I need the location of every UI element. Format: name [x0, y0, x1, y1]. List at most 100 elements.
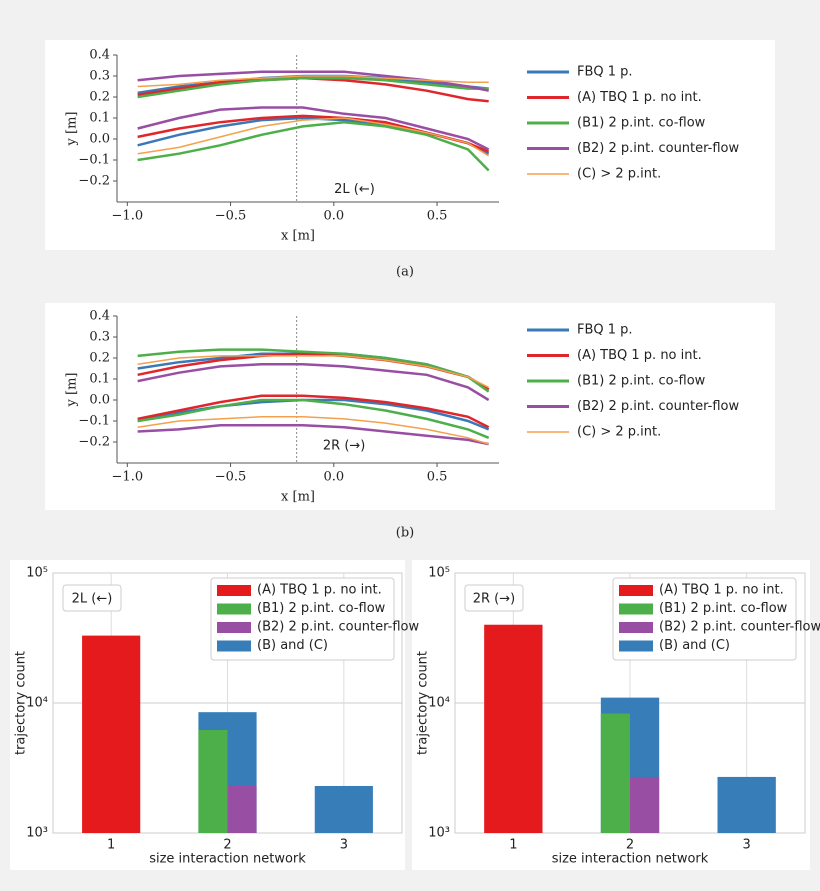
y-tick-label: −0.2 — [78, 174, 110, 189]
x-tick-label: 1 — [107, 838, 115, 853]
legend-box — [612, 577, 797, 661]
annotation: 2L (←) — [334, 182, 375, 197]
y-tick-label: 0.1 — [89, 372, 110, 387]
x-tick-label: 0.0 — [323, 470, 344, 485]
y-tick-label: 10⁵ — [26, 566, 48, 581]
annotation: 2R (→) — [323, 439, 365, 454]
bar — [82, 635, 141, 833]
legend-swatch — [217, 640, 251, 652]
x-tick-label: 2 — [626, 838, 634, 853]
series-line — [137, 398, 490, 439]
legend-label: (B) and (C) — [257, 638, 328, 653]
legend-label: (A) TBQ 1 p. no int. — [257, 583, 382, 598]
x-tick-label: 3 — [743, 838, 751, 853]
annotation-box — [464, 584, 524, 612]
x-tick-label: 1 — [509, 838, 517, 853]
x-tick-label: −1.0 — [112, 470, 144, 485]
series-line — [137, 117, 490, 157]
y-tick-label: 0.0 — [89, 393, 110, 408]
bar — [630, 776, 660, 833]
bar — [314, 785, 373, 833]
y-tick-label: 10⁴ — [26, 696, 48, 711]
annotation: 2L (←) — [72, 592, 113, 607]
legend-label: FBQ 1 p. — [577, 323, 633, 338]
y-axis-label: y [m] — [65, 112, 80, 147]
legend-label: (C) > 2 p.int. — [577, 167, 661, 182]
annotation: 2R (→) — [473, 592, 515, 607]
y-tick-label: −0.1 — [78, 414, 110, 429]
y-tick-label: 10⁴ — [428, 696, 450, 711]
y-tick-label: 0.2 — [89, 351, 110, 366]
legend-label: (B1) 2 p.int. co-flow — [659, 601, 788, 616]
legend-label: (B2) 2 p.int. counter-flow — [577, 141, 739, 156]
series-line — [137, 70, 489, 92]
caption: (b) — [396, 526, 414, 541]
bar — [717, 776, 776, 833]
y-axis-label: trajectory count — [416, 651, 431, 755]
x-tick-label: −1.0 — [112, 209, 144, 224]
y-tick-label: 0.3 — [89, 330, 110, 345]
x-tick-label: 0.5 — [427, 470, 448, 485]
y-tick-label: 10³ — [428, 826, 450, 841]
x-tick-label: −0.5 — [215, 470, 247, 485]
bar — [198, 729, 228, 833]
x-tick-label: −0.5 — [215, 209, 247, 224]
caption: (a) — [396, 265, 414, 280]
legend-swatch — [217, 585, 251, 596]
series-line — [137, 120, 490, 172]
legend-label: (A) TBQ 1 p. no int. — [577, 90, 702, 105]
legend-swatch — [619, 640, 653, 652]
y-tick-label: 10³ — [26, 826, 48, 841]
legend-label: (B2) 2 p.int. counter-flow — [659, 620, 820, 635]
x-axis-label: size interaction network — [149, 852, 306, 867]
series-line — [137, 423, 489, 446]
series-line — [137, 355, 490, 389]
legend-swatch — [217, 603, 251, 615]
y-tick-label: 0.1 — [89, 111, 110, 126]
y-tick-label: 0.4 — [89, 309, 110, 324]
y-tick-label: 0.2 — [89, 90, 110, 105]
series-line — [137, 348, 490, 393]
series-line — [137, 75, 489, 88]
legend-label: (C) > 2 p.int. — [577, 425, 661, 440]
y-tick-label: 10⁵ — [428, 566, 450, 581]
x-tick-label: 0.0 — [323, 209, 344, 224]
series-line — [137, 106, 490, 151]
series-line — [137, 76, 489, 99]
legend-box — [210, 577, 395, 661]
y-axis-label: y [m] — [65, 373, 80, 408]
series-line — [137, 416, 489, 445]
panel — [45, 40, 775, 250]
annotation-box — [62, 584, 122, 612]
x-tick-label: 0.5 — [427, 209, 448, 224]
x-axis-label: size interaction network — [552, 852, 709, 867]
legend-swatch — [619, 622, 653, 633]
series-line — [137, 394, 490, 429]
legend-label: (B1) 2 p.int. co-flow — [257, 601, 386, 616]
bar — [600, 713, 630, 833]
y-axis-label: trajectory count — [14, 651, 29, 755]
x-tick-label: 3 — [340, 838, 348, 853]
legend-label: (B) and (C) — [659, 638, 730, 653]
y-tick-label: 0.4 — [89, 48, 110, 63]
x-axis-label: x [m] — [281, 229, 315, 244]
legend-label: (A) TBQ 1 p. no int. — [577, 348, 702, 363]
series-line — [137, 363, 490, 402]
y-tick-label: −0.1 — [78, 153, 110, 168]
bar — [227, 785, 257, 833]
legend-label: (A) TBQ 1 p. no int. — [659, 583, 784, 598]
legend-swatch — [619, 603, 653, 615]
legend-swatch — [217, 622, 251, 633]
y-tick-label: −0.2 — [78, 435, 110, 450]
legend-label: (B2) 2 p.int. counter-flow — [257, 620, 419, 635]
bar — [484, 624, 543, 833]
y-tick-label: 0.0 — [89, 132, 110, 147]
x-axis-label: x [m] — [281, 490, 315, 505]
legend-swatch — [619, 585, 653, 596]
legend-label: (B1) 2 p.int. co-flow — [577, 116, 706, 131]
x-tick-label: 2 — [223, 838, 231, 853]
legend-label: (B1) 2 p.int. co-flow — [577, 374, 706, 389]
legend-label: FBQ 1 p. — [577, 65, 633, 80]
